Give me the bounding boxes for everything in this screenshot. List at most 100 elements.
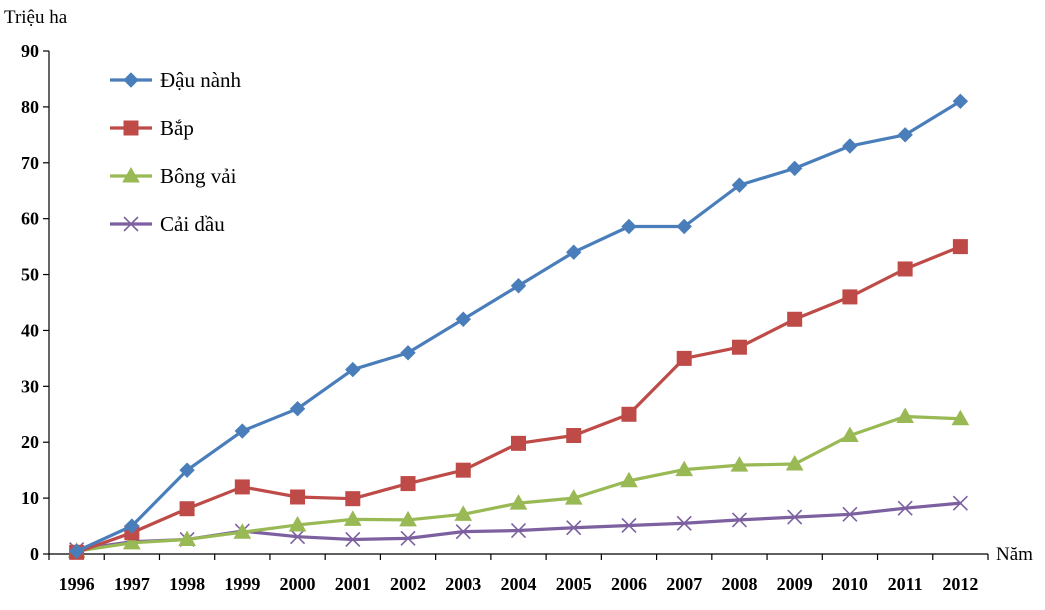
- y-tick-label: 50: [21, 265, 39, 285]
- legend-label: Đậu nành: [160, 68, 242, 92]
- x-marker-stroke: [731, 512, 748, 528]
- x-marker-stroke: [289, 529, 306, 545]
- data-point: [787, 311, 803, 327]
- plot-series: [67, 93, 970, 560]
- data-point: [289, 400, 306, 417]
- data-point: [124, 518, 140, 534]
- y-tick-label: 70: [21, 153, 39, 173]
- data-point: [952, 239, 968, 255]
- legend-marker: [123, 216, 139, 232]
- data-point: [841, 426, 859, 443]
- y-tick-label: 80: [21, 97, 39, 117]
- x-marker-stroke: [510, 522, 527, 539]
- data-point: [842, 506, 858, 522]
- data-point: [234, 479, 250, 495]
- x-tick-label: 2000: [280, 574, 316, 594]
- x-tick-label: 1999: [224, 574, 260, 594]
- y-tick-label: 20: [21, 432, 39, 452]
- data-point: [896, 407, 915, 424]
- data-point: [510, 278, 527, 294]
- data-point: [510, 522, 527, 539]
- x-tick-label: 2012: [942, 574, 978, 594]
- data-point: [234, 423, 251, 439]
- series-3: [67, 407, 970, 558]
- x-tick-label: 2002: [390, 574, 426, 594]
- legend-item: Bông vải: [110, 164, 237, 188]
- x-tick-label: 2007: [666, 574, 702, 594]
- x-marker-stroke: [345, 531, 361, 548]
- legend: Đậu nành Bắp Bông vải Cải dầu: [110, 68, 242, 236]
- data-point: [345, 361, 361, 378]
- x-tick-label: 2010: [832, 574, 868, 594]
- legend-marker: [123, 120, 139, 136]
- data-point: [621, 517, 637, 534]
- data-point: [731, 177, 748, 193]
- x-tick-label: 2011: [888, 574, 923, 594]
- data-point: [455, 524, 471, 540]
- data-point: [399, 510, 417, 527]
- data-point: [343, 510, 362, 526]
- x-marker-stroke: [676, 515, 692, 531]
- data-point: [842, 289, 858, 305]
- x-ticks: 1996 1997 1998 1999 2000 2001 2002 2003 2004 2005…: [48, 554, 989, 594]
- data-point: [400, 345, 416, 361]
- data-point: [400, 476, 416, 492]
- x-tick-label: 1998: [169, 574, 205, 594]
- legend-item: Cải dầu: [110, 212, 225, 236]
- x-marker-stroke: [897, 500, 913, 516]
- x-marker-stroke: [842, 506, 858, 522]
- legend-label: Cải dầu: [160, 212, 225, 236]
- data-point: [897, 127, 913, 143]
- data-point: [288, 515, 307, 532]
- legend-label: Bắp: [160, 116, 194, 140]
- y-tick-label: 10: [21, 488, 39, 508]
- data-point: [179, 501, 195, 517]
- data-point: [897, 500, 913, 516]
- x-tick-label: 1997: [114, 574, 150, 594]
- data-point: [731, 512, 748, 528]
- data-point: [676, 218, 692, 235]
- data-point: [730, 456, 749, 472]
- data-point: [68, 543, 85, 559]
- data-point: [676, 350, 692, 366]
- data-point: [620, 471, 638, 488]
- data-point: [122, 533, 141, 550]
- data-point: [675, 460, 694, 477]
- data-point: [400, 530, 416, 546]
- data-point: [455, 311, 471, 327]
- data-point: [566, 244, 582, 260]
- legend-item: Bắp: [110, 116, 194, 140]
- data-point: [566, 428, 582, 444]
- data-point: [786, 160, 803, 177]
- data-point: [731, 339, 747, 355]
- data-point: [290, 489, 306, 505]
- x-axis-title: Năm: [996, 544, 1033, 565]
- data-point: [178, 530, 196, 546]
- data-point: [787, 509, 803, 525]
- y-tick-label: 0: [30, 544, 39, 564]
- data-point: [454, 505, 473, 521]
- data-point: [345, 531, 361, 548]
- x-tick-label: 2004: [501, 574, 537, 594]
- x-marker-stroke: [621, 517, 637, 534]
- data-point: [345, 491, 361, 507]
- x-tick-label: 2008: [721, 574, 757, 594]
- y-tick-label: 40: [21, 320, 39, 340]
- y-axis-title: Triệu ha: [4, 7, 68, 28]
- y-tick-label: 30: [21, 376, 39, 396]
- data-point: [511, 435, 526, 451]
- data-point: [621, 406, 637, 422]
- data-point: [785, 455, 804, 471]
- y-tick-label: 60: [21, 209, 39, 229]
- data-point: [564, 489, 583, 505]
- data-point: [621, 218, 637, 235]
- x-tick-label: 2005: [556, 574, 592, 594]
- data-point: [455, 462, 471, 478]
- data-point: [952, 93, 969, 110]
- data-point: [233, 523, 252, 539]
- data-point: [951, 409, 970, 426]
- x-tick-label: 2006: [611, 574, 647, 594]
- data-point: [179, 462, 195, 478]
- x-tick-label: 2001: [335, 574, 371, 594]
